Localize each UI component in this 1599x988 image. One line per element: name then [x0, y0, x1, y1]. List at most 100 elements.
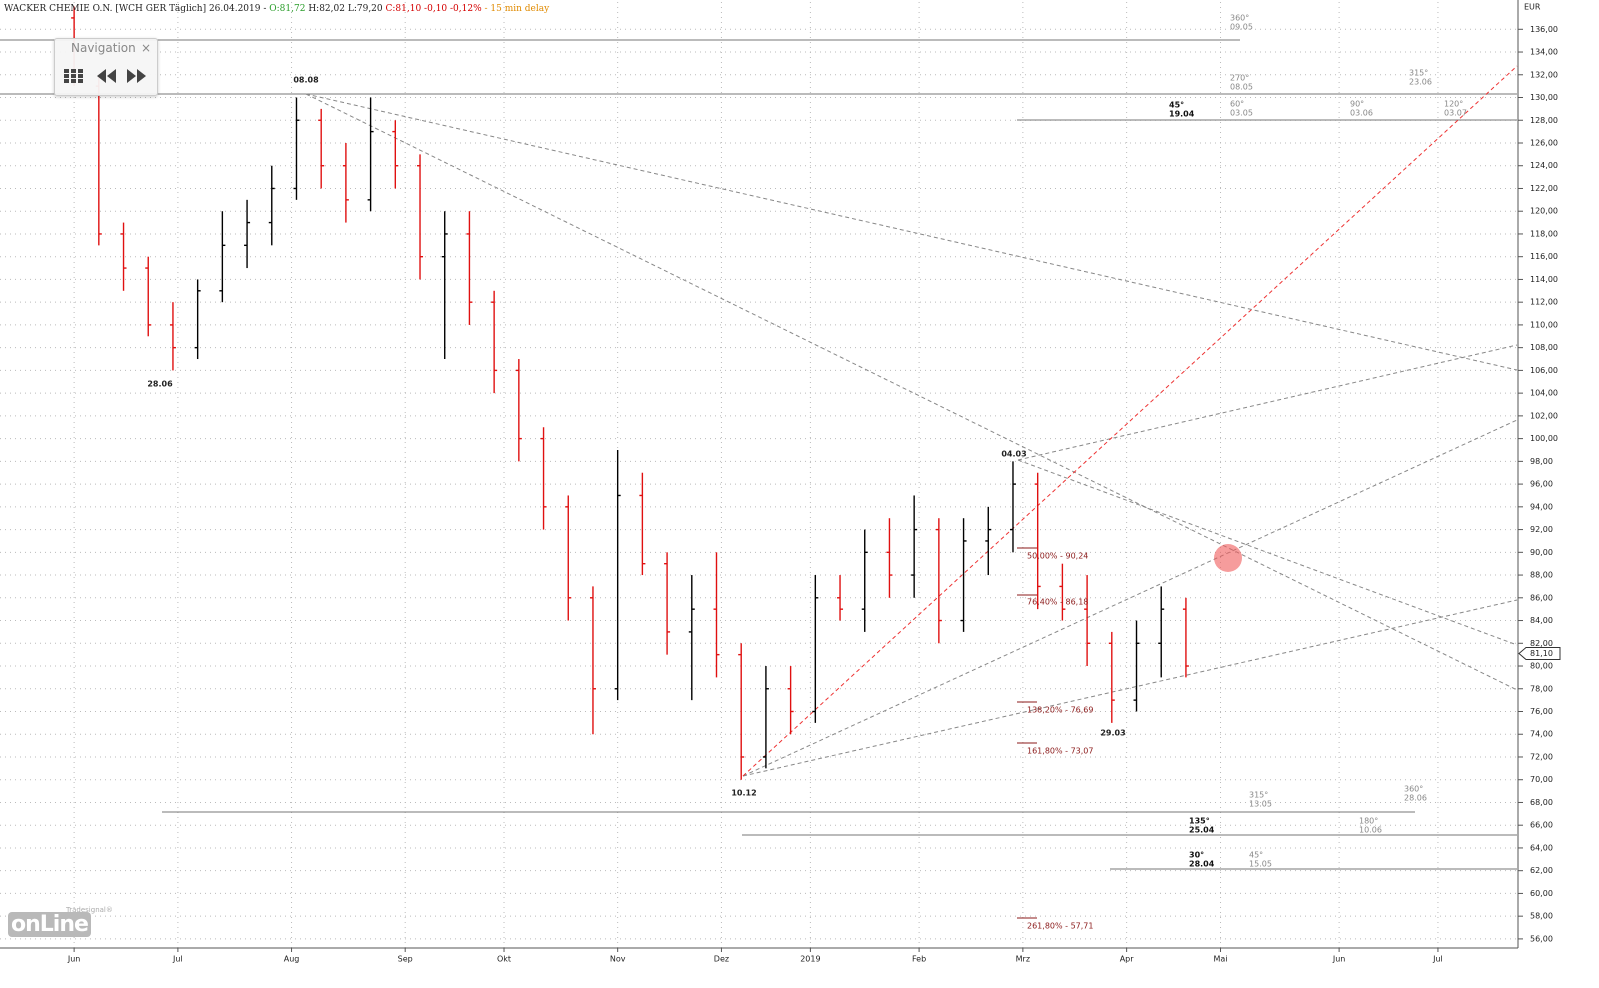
gann-date: 28.06	[1404, 794, 1427, 803]
y-tick-label: 94,00	[1530, 502, 1553, 511]
gann-date: 28.04	[1189, 860, 1215, 869]
gann-angle: 90°	[1350, 100, 1364, 109]
y-tick-label: 56,00	[1530, 934, 1553, 943]
unit-label: EUR	[1524, 3, 1541, 12]
x-tick-label: Nov	[610, 955, 626, 964]
date-label: 28.06	[147, 380, 173, 389]
navigation-panel: Navigation ×	[54, 38, 158, 96]
y-tick-label: 128,00	[1530, 116, 1558, 125]
close-button[interactable]: ×	[140, 41, 151, 55]
y-tick-label: 104,00	[1530, 389, 1558, 398]
gann-date: 25.04	[1189, 826, 1215, 835]
annotation-lines	[0, 39, 1518, 919]
axes: EUR 56,00 58,00 60,00 62,00 64,00 66,00 68,00 7…	[0, 0, 1599, 964]
y-tick-label: 116,00	[1530, 252, 1558, 261]
y-tick-label: 98,00	[1530, 457, 1553, 466]
y-tick-label: 58,00	[1530, 912, 1553, 921]
x-tick-label: Feb	[912, 955, 926, 964]
logo: onLine Tradesignal®	[8, 906, 113, 937]
gann-angle: 360°	[1404, 785, 1423, 794]
y-tick-label: 90,00	[1530, 548, 1553, 557]
gann-angle: 315°	[1249, 791, 1268, 800]
labels: 08.08 28.06 04.03 10.12 29.03 50,00% - 9…	[147, 14, 1467, 931]
trend-line	[742, 65, 1518, 777]
open-value: O:81,72	[269, 4, 306, 14]
y-tick-label: 84,00	[1530, 616, 1553, 625]
y-tick-label: 70,00	[1530, 775, 1553, 784]
bars	[71, 6, 1189, 780]
x-tick-label: Jul	[172, 955, 183, 964]
low-value: L:79,20	[347, 4, 383, 14]
gann-date: 08.05	[1230, 83, 1253, 92]
y-tick-label: 110,00	[1530, 320, 1558, 329]
y-tick-label: 62,00	[1530, 866, 1553, 875]
y-tick-label: 88,00	[1530, 571, 1553, 580]
y-tick-label: 106,00	[1530, 366, 1558, 375]
gann-angle: 270°	[1230, 74, 1249, 83]
y-tick-label: 124,00	[1530, 161, 1558, 170]
y-tick-label: 122,00	[1530, 184, 1558, 193]
trend-line	[742, 599, 1518, 777]
x-tick-label: Jun	[1332, 955, 1346, 964]
y-tick-label: 134,00	[1530, 48, 1558, 57]
forward-button[interactable]	[127, 69, 146, 83]
y-tick-label: 96,00	[1530, 480, 1553, 489]
close-value: C:81,10 -0,10 -0,12%	[385, 4, 482, 14]
back-button[interactable]	[97, 69, 116, 83]
y-tick-label: 112,00	[1530, 298, 1558, 307]
delay-note: - 15 min delay	[484, 4, 550, 14]
x-tick-label: Okt	[497, 955, 511, 964]
gann-angle: 360°	[1230, 14, 1249, 23]
gann-angle: 60°	[1230, 100, 1244, 109]
gann-angle: 30°	[1189, 851, 1204, 860]
gann-date: 15.05	[1249, 860, 1272, 869]
y-tick-label: 114,00	[1530, 275, 1558, 284]
trend-line	[742, 419, 1518, 777]
nav-icons	[64, 69, 146, 83]
x-tick-label: Jul	[1432, 955, 1443, 964]
y-tick-label: 66,00	[1530, 821, 1553, 830]
y-tick-label: 136,00	[1530, 25, 1558, 34]
gann-date: 23.06	[1409, 78, 1432, 87]
last-price-label: 81,10	[1530, 649, 1553, 658]
y-tick-label: 68,00	[1530, 798, 1553, 807]
x-tick-label: Jun	[67, 955, 81, 964]
fib-label: 76,40% - 86,18	[1027, 598, 1088, 607]
x-tick-label: Aug	[284, 955, 300, 964]
gann-date: 10.06	[1359, 826, 1382, 835]
y-tick-label: 118,00	[1530, 229, 1558, 238]
trend-line	[1017, 344, 1518, 461]
fib-label: 261,80% - 57,71	[1027, 922, 1093, 931]
fib-label: 138,20% - 76,69	[1027, 706, 1093, 715]
y-axis-band	[1518, 0, 1599, 948]
fib-label: 50,00% - 90,24	[1027, 552, 1088, 561]
y-tick-label: 64,00	[1530, 843, 1553, 852]
gann-angle: 120°	[1444, 100, 1463, 109]
y-tick-label: 60,00	[1530, 889, 1553, 898]
trend-line	[1017, 459, 1518, 646]
gann-date: 13.05	[1249, 800, 1272, 809]
gann-date: 03.06	[1350, 109, 1373, 118]
grid-button[interactable]	[64, 69, 83, 83]
trend-line	[305, 93, 1518, 691]
highlight-circle	[1214, 544, 1242, 572]
fib-label: 161,80% - 73,07	[1027, 747, 1093, 756]
x-tick-label: 2019	[800, 955, 820, 964]
y-tick-label: 78,00	[1530, 684, 1553, 693]
gann-date: 19.04	[1169, 110, 1195, 119]
y-tick-label: 80,00	[1530, 662, 1553, 671]
y-tick-label: 74,00	[1530, 730, 1553, 739]
x-tick-label: Dez	[714, 955, 729, 964]
y-tick-label: 130,00	[1530, 93, 1558, 102]
trend-line	[305, 93, 1518, 371]
gann-angle: 45°	[1249, 851, 1263, 860]
logo-brand: Tradesignal®	[66, 906, 113, 914]
header: WACKER CHEMIE O.N. [WCH GER Täglich] 26.…	[4, 4, 549, 14]
x-tick-label: Apr	[1120, 955, 1135, 964]
y-tick-label: 108,00	[1530, 343, 1558, 352]
y-tick-label: 102,00	[1530, 411, 1558, 420]
y-tick-label: 126,00	[1530, 138, 1558, 147]
gann-angle: 45°	[1169, 101, 1184, 110]
